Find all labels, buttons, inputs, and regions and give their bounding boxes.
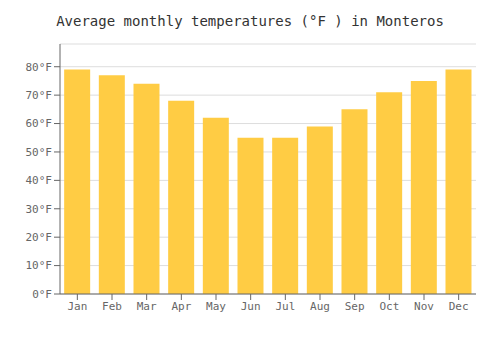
svg-text:20°F: 20°F (26, 231, 53, 244)
html-text:Average monthly temperatures (: Average monthly temperatures (°F ) in Mo… (56, 13, 444, 29)
svg-text:Oct: Oct (379, 300, 399, 313)
svg-text:Jun: Jun (241, 300, 261, 313)
svg-text:May: May (206, 300, 226, 313)
svg-text:0°F: 0°F (32, 288, 52, 301)
svg-text:10°F: 10°F (26, 259, 53, 272)
svg-text:Nov: Nov (414, 300, 434, 313)
svg-text:30°F: 30°F (26, 203, 53, 216)
svg-text:50°F: 50°F (26, 146, 53, 159)
svg-text:Mar: Mar (137, 300, 157, 313)
svg-text:40°F: 40°F (26, 174, 53, 187)
svg-text:70°F: 70°F (26, 89, 53, 102)
svg-text:Jan: Jan (67, 300, 87, 313)
svg-text:Feb: Feb (102, 300, 122, 313)
svg-text:Dec: Dec (449, 300, 469, 313)
svg-text:Apr: Apr (171, 300, 191, 313)
svg-text:Aug: Aug (310, 300, 330, 313)
svg-text:80°F: 80°F (26, 61, 53, 74)
svg-text:60°F: 60°F (26, 117, 53, 130)
svg-text:Sep: Sep (345, 300, 365, 313)
svg-text:Jul: Jul (275, 300, 295, 313)
